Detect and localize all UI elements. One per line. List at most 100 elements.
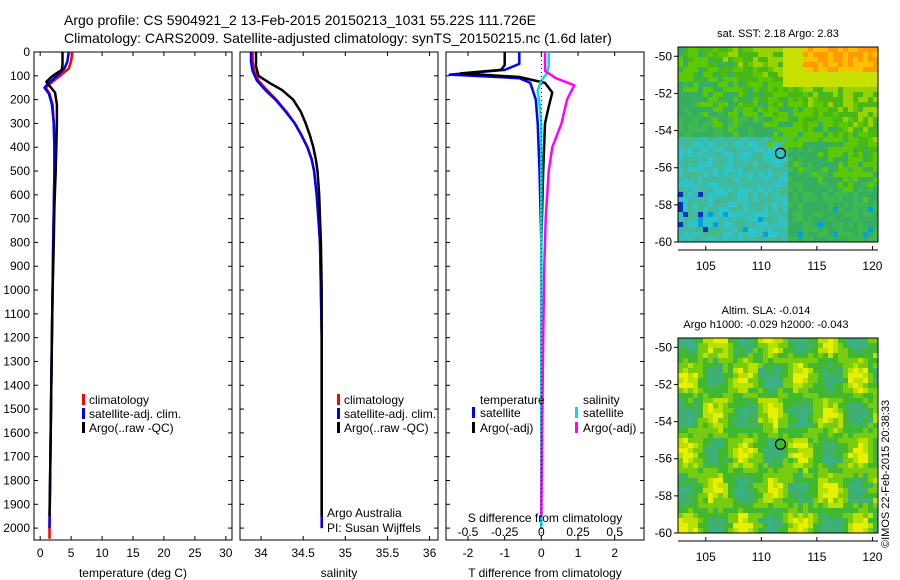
- heatmap-cell: [748, 52, 754, 58]
- heatmap-cell: [828, 523, 834, 529]
- heatmap-cell: [788, 388, 794, 394]
- y-tick-label: 1000: [3, 283, 30, 297]
- heatmap-cell: [723, 343, 729, 349]
- heatmap-cell: [798, 172, 804, 178]
- heatmap-cell: [683, 393, 689, 399]
- heatmap-cell: [723, 393, 729, 399]
- heatmap-cell: [778, 92, 784, 98]
- heatmap-cell: [813, 493, 819, 499]
- heatmap-cell: [793, 398, 799, 404]
- heatmap-cell: [783, 62, 789, 68]
- heatmap-cell: [708, 92, 714, 98]
- heatmap-cell: [733, 157, 739, 163]
- heatmap-cell: [728, 403, 734, 409]
- heatmap-cell: [788, 448, 794, 454]
- heatmap-cell: [838, 413, 844, 419]
- heatmap-cell: [753, 423, 759, 429]
- heatmap-cell: [713, 57, 719, 63]
- heatmap-cell: [688, 232, 694, 238]
- plot-frame: [33, 51, 233, 541]
- heatmap-cell: [733, 433, 739, 439]
- heatmap-cell: [708, 363, 714, 369]
- heatmap-cell: [828, 107, 834, 113]
- heatmap-cell: [843, 348, 849, 354]
- heatmap-cell: [868, 117, 874, 123]
- heatmap-cell: [808, 503, 814, 509]
- heatmap-cell: [828, 97, 834, 103]
- heatmap-cell: [843, 177, 849, 183]
- heatmap-cell: [853, 232, 859, 238]
- heatmap-cell: [823, 82, 829, 88]
- heatmap-cell: [733, 423, 739, 429]
- heatmap-cell: [693, 67, 699, 73]
- heatmap-cell: [723, 358, 729, 364]
- heatmap-cell: [683, 112, 689, 118]
- heatmap-cell: [818, 142, 824, 148]
- legend-label: satellite: [480, 406, 521, 420]
- heatmap-cell: [828, 478, 834, 484]
- heatmap-cell: [873, 483, 879, 489]
- heatmap-cell: [818, 508, 824, 514]
- heatmap-cell: [808, 413, 814, 419]
- heatmap-cell: [748, 227, 754, 233]
- heatmap-cell: [853, 443, 859, 449]
- heatmap-cell: [858, 348, 864, 354]
- heatmap-cell: [683, 177, 689, 183]
- heatmap-cell: [703, 398, 709, 404]
- heatmap-cell: [793, 523, 799, 529]
- heatmap-cell: [813, 498, 819, 504]
- heatmap-cell: [818, 358, 824, 364]
- heatmap-cell: [793, 463, 799, 469]
- heatmap-cell: [768, 142, 774, 148]
- heatmap-cell: [683, 137, 689, 143]
- heatmap-cell: [833, 47, 839, 53]
- heatmap-cell: [693, 393, 699, 399]
- heatmap-cell: [693, 82, 699, 88]
- heatmap-cell: [713, 87, 719, 93]
- heatmap-cell: [803, 458, 809, 464]
- heatmap-cell: [678, 202, 684, 208]
- heatmap-cell: [793, 172, 799, 178]
- heatmap-cell: [873, 398, 879, 404]
- heatmap-cell: [713, 212, 719, 218]
- heatmap-cell: [783, 383, 789, 389]
- y-tick-label: 100: [10, 69, 30, 83]
- heatmap-cell: [833, 72, 839, 78]
- heatmap-cell: [863, 513, 869, 519]
- heatmap-cell: [813, 207, 819, 213]
- heatmap-cell: [768, 443, 774, 449]
- heatmap-cell: [723, 468, 729, 474]
- heatmap-cell: [853, 177, 859, 183]
- heatmap-cell: [778, 137, 784, 143]
- heatmap-cell: [838, 197, 844, 203]
- heatmap-cell: [698, 523, 704, 529]
- heatmap-cell: [748, 142, 754, 148]
- heatmap-cell: [863, 493, 869, 499]
- heatmap-cell: [688, 167, 694, 173]
- heatmap-cell: [858, 137, 864, 143]
- heatmap-cell: [858, 122, 864, 128]
- heatmap-cell: [688, 197, 694, 203]
- heatmap-cell: [868, 147, 874, 153]
- heatmap-cell: [748, 388, 754, 394]
- heatmap-cell: [813, 62, 819, 68]
- heatmap-cell: [848, 503, 854, 509]
- heatmap-cell: [798, 433, 804, 439]
- heatmap-cell: [808, 142, 814, 148]
- heatmap-cell: [868, 47, 874, 53]
- heatmap-cell: [678, 508, 684, 514]
- heatmap-cell: [688, 122, 694, 128]
- heatmap-cell: [858, 237, 864, 243]
- heatmap-cell: [693, 418, 699, 424]
- heatmap-cell: [863, 498, 869, 504]
- heatmap-cell: [863, 212, 869, 218]
- heatmap-cell: [823, 463, 829, 469]
- heatmap-cell: [743, 147, 749, 153]
- heatmap-cell: [758, 67, 764, 73]
- heatmap-cell: [683, 353, 689, 359]
- heatmap-cell: [778, 202, 784, 208]
- heatmap-cell: [783, 408, 789, 414]
- heatmap-cell: [698, 67, 704, 73]
- heatmap-cell: [778, 227, 784, 233]
- heatmap-cell: [743, 142, 749, 148]
